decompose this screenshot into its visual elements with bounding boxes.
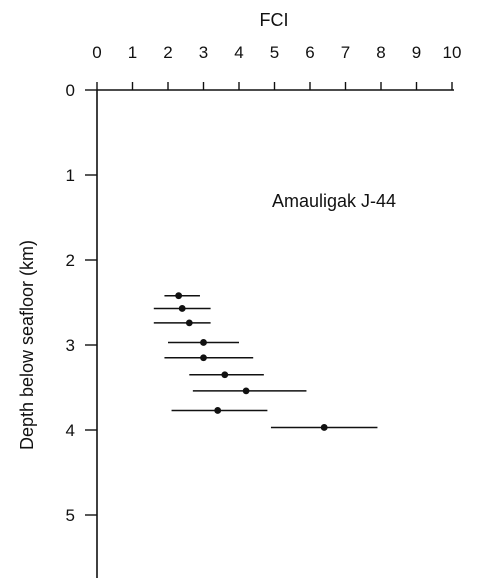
x-tick-label-9: 9 <box>412 43 421 62</box>
data-point <box>185 319 193 327</box>
x-tick-label-2: 2 <box>163 43 172 62</box>
y-tick-label-5: 5 <box>66 506 75 525</box>
x-tick-label-8: 8 <box>376 43 385 62</box>
axes <box>96 89 454 578</box>
x-tick-label-7: 7 <box>341 43 350 62</box>
x-tick-label-10: 10 <box>443 43 462 62</box>
y-axis-title: Depth below seafloor (km) <box>17 240 37 450</box>
tick-labels: 0 1 2 3 4 5 6 7 8 9 10 0 1 2 3 4 5 <box>66 43 462 525</box>
x-tick-label-5: 5 <box>270 43 279 62</box>
well-name-annotation: Amauligak J-44 <box>272 191 396 211</box>
y-tick-label-2: 2 <box>66 251 75 270</box>
data-marks <box>153 292 378 431</box>
y-tick-label-1: 1 <box>66 166 75 185</box>
y-tick-label-3: 3 <box>66 336 75 355</box>
data-point <box>242 387 250 395</box>
y-tick-label-4: 4 <box>66 421 75 440</box>
data-point <box>175 292 183 300</box>
data-point <box>221 371 229 379</box>
tick-marks <box>85 82 453 516</box>
data-point <box>214 407 222 414</box>
x-tick-label-1: 1 <box>128 43 137 62</box>
data-point <box>178 305 186 312</box>
x-tick-label-0: 0 <box>92 43 101 62</box>
y-tick-label-0: 0 <box>66 81 75 100</box>
data-point <box>200 339 207 346</box>
x-axis-title: FCI <box>260 10 289 30</box>
data-point <box>320 424 328 431</box>
x-tick-label-6: 6 <box>305 43 314 62</box>
x-tick-label-3: 3 <box>199 43 208 62</box>
data-point <box>200 354 207 362</box>
x-tick-label-4: 4 <box>234 43 243 62</box>
